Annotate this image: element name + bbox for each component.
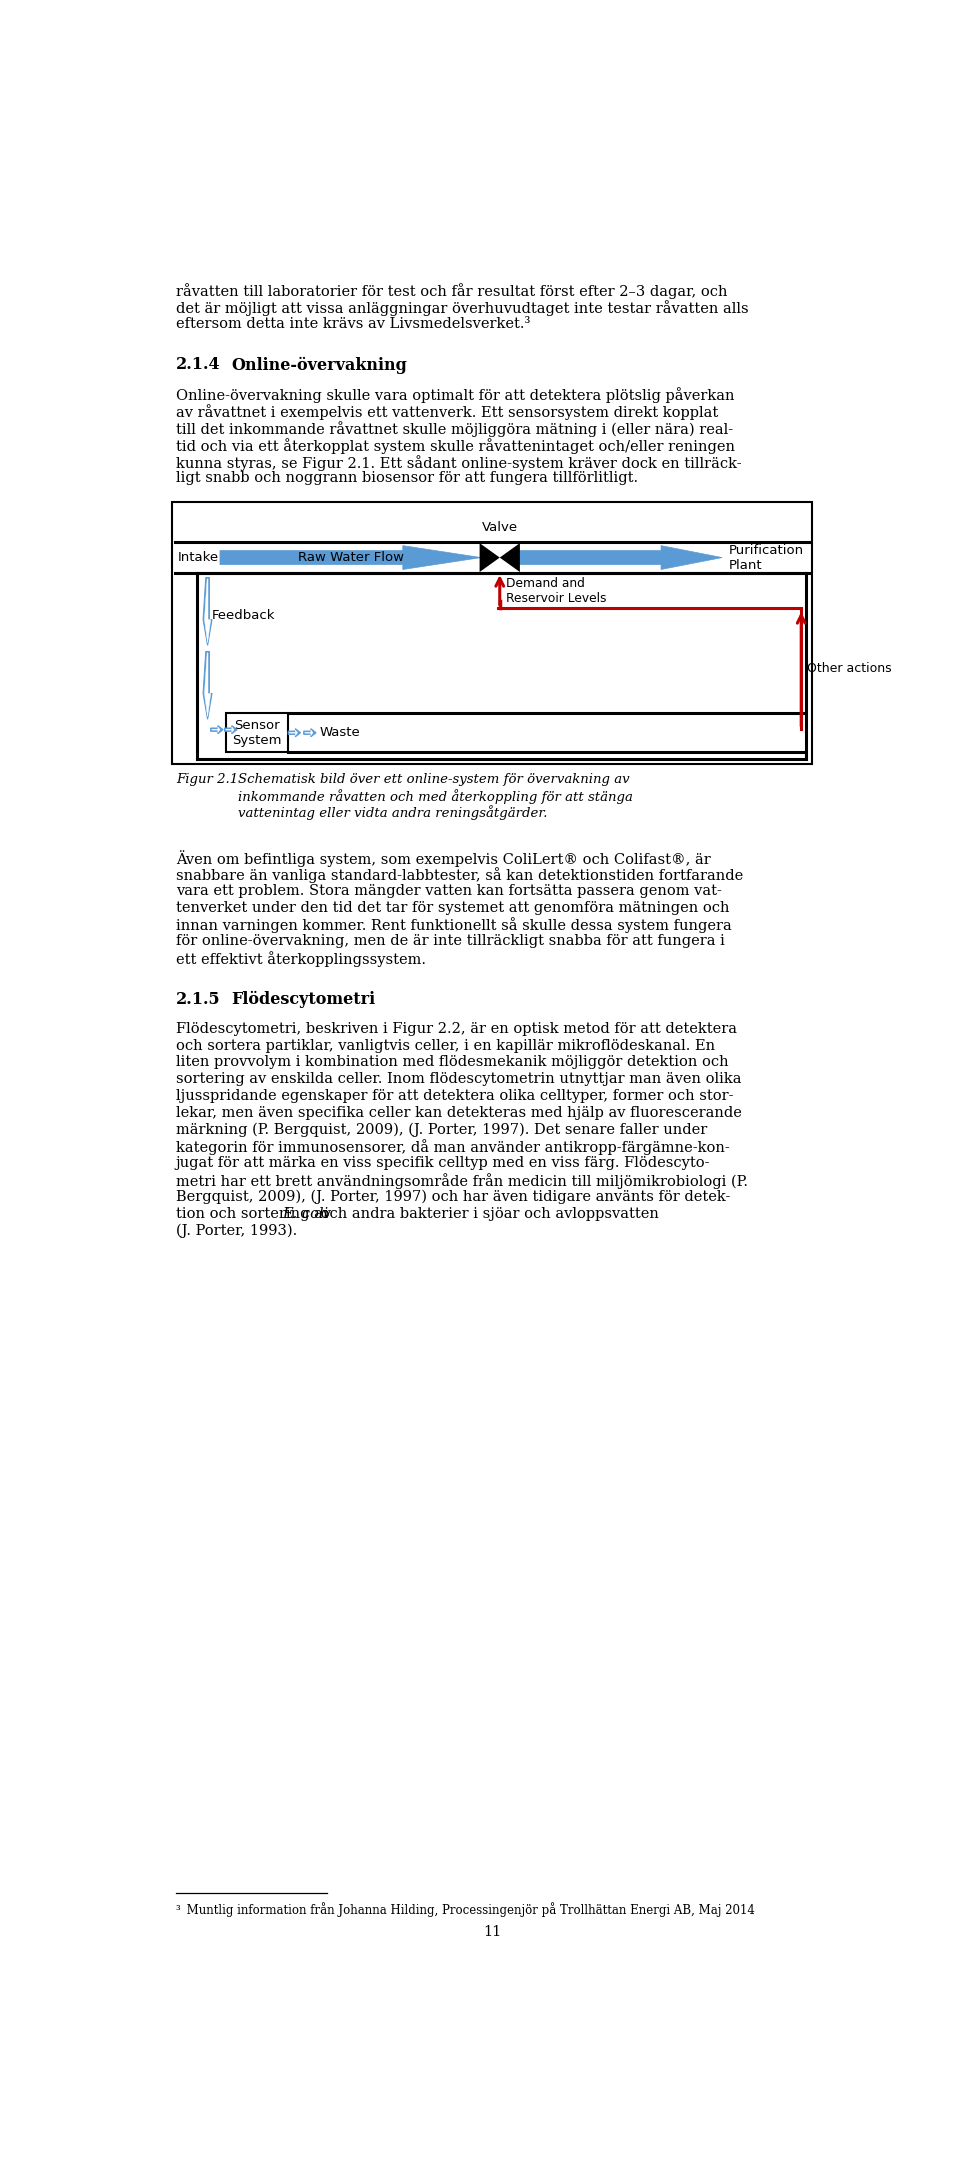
Polygon shape	[289, 730, 298, 737]
Text: Valve: Valve	[482, 521, 517, 534]
Text: tid och via ett återkopplat system skulle råvattenintaget och/eller reningen: tid och via ett återkopplat system skull…	[176, 438, 734, 453]
Text: kunna styras, se Figur 2.1. Ett sådant online-system kräver dock en tillräck-: kunna styras, se Figur 2.1. Ett sådant o…	[176, 455, 741, 471]
Text: Waste: Waste	[319, 726, 360, 739]
Text: E. coli: E. coli	[282, 1207, 328, 1220]
Text: och sortera partiklar, vanligtvis celler, i en kapillär mikroflödeskanal. En: och sortera partiklar, vanligtvis celler…	[176, 1039, 715, 1052]
Text: lekar, men även specifika celler kan detekteras med hjälp av fluorescerande: lekar, men även specifika celler kan det…	[176, 1107, 742, 1120]
Text: Även om befintliga system, som exempelvis ColiLert® och Colifast®, är: Även om befintliga system, som exempelvi…	[176, 850, 710, 867]
Polygon shape	[305, 730, 313, 737]
Text: Flödescytometri: Flödescytometri	[231, 991, 375, 1009]
Text: av råvattnet i exempelvis ett vattenverk. Ett sensorsystem direkt kopplat: av råvattnet i exempelvis ett vattenverk…	[176, 405, 718, 421]
Text: till det inkommande råvattnet skulle möjliggöra mätning i (eller nära) real-: till det inkommande råvattnet skulle möj…	[176, 421, 732, 438]
Text: det är möjligt att vissa anläggningar överhuvudtaget inte testar råvatten alls: det är möjligt att vissa anläggningar öv…	[176, 301, 749, 316]
Text: vara ett problem. Stora mängder vatten kan fortsätta passera genom vat-: vara ett problem. Stora mängder vatten k…	[176, 885, 722, 898]
Polygon shape	[225, 726, 237, 734]
Text: metri har ett brett användningsområde från medicin till miljömikrobiologi (P.: metri har ett brett användningsområde fr…	[176, 1172, 748, 1190]
Polygon shape	[204, 580, 210, 643]
Text: märkning (P. Bergquist, 2009), (J. Porter, 1997). Det senare faller under: märkning (P. Bergquist, 2009), (J. Porte…	[176, 1122, 708, 1137]
Polygon shape	[480, 543, 500, 573]
Text: Other actions: Other actions	[806, 662, 891, 675]
Text: 11: 11	[483, 1926, 501, 1939]
Text: Demand and
Reservoir Levels: Demand and Reservoir Levels	[506, 577, 607, 604]
Bar	[172, 501, 812, 765]
Text: för online-övervakning, men de är inte tillräckligt snabba för att fungera i: för online-övervakning, men de är inte t…	[176, 935, 725, 948]
Text: Purification
Plant: Purification Plant	[730, 543, 804, 571]
Polygon shape	[212, 728, 220, 732]
Text: tion och sortering av: tion och sortering av	[176, 1207, 336, 1220]
Text: 2.1.5: 2.1.5	[176, 991, 221, 1009]
Polygon shape	[303, 728, 316, 737]
Polygon shape	[204, 654, 210, 717]
Text: Raw Water Flow: Raw Water Flow	[298, 551, 403, 564]
Text: snabbare än vanliga standard-labbtester, så kan detektionstiden fortfarande: snabbare än vanliga standard-labbtester,…	[176, 867, 743, 882]
Text: (J. Porter, 1993).: (J. Porter, 1993).	[176, 1222, 297, 1238]
Text: Schematisk bild över ett online-system för övervakning av: Schematisk bild över ett online-system f…	[238, 774, 630, 787]
Text: sortering av enskilda celler. Inom flödescytometrin utnyttjar man även olika: sortering av enskilda celler. Inom flöde…	[176, 1072, 741, 1087]
Text: ³ Muntlig information från Johanna Hilding, Processingenjör på Trollhättan Energ: ³ Muntlig information från Johanna Hildi…	[176, 1902, 755, 1918]
Text: Online-övervakning skulle vara optimalt för att detektera plötslig påverkan: Online-övervakning skulle vara optimalt …	[176, 388, 734, 403]
Text: tenverket under den tid det tar för systemet att genomföra mätningen och: tenverket under den tid det tar för syst…	[176, 900, 730, 915]
Text: jugat för att märka en viss specifik celltyp med en viss färg. Flödescyto-: jugat för att märka en viss specifik cel…	[176, 1157, 710, 1170]
Text: Online-övervakning: Online-övervakning	[231, 357, 407, 373]
Polygon shape	[226, 728, 234, 732]
Text: eftersom detta inte krävs av Livsmedelsverket.³: eftersom detta inte krävs av Livsmedelsv…	[176, 316, 530, 331]
Text: 2.1.4: 2.1.4	[176, 357, 221, 373]
Polygon shape	[204, 577, 212, 645]
Bar	[227, 713, 288, 752]
Polygon shape	[500, 543, 520, 573]
Text: Intake: Intake	[179, 551, 219, 564]
Text: vattenintag eller vidta andra reningsåtgärder.: vattenintag eller vidta andra reningsåtg…	[238, 804, 547, 819]
Text: Sensor
System: Sensor System	[232, 719, 282, 747]
Text: råvatten till laboratorier för test och får resultat först efter 2–3 dagar, och: råvatten till laboratorier för test och …	[176, 283, 728, 299]
Text: och andra bakterier i sjöar och avloppsvatten: och andra bakterier i sjöar och avloppsv…	[316, 1207, 660, 1220]
Text: ljusspridande egenskaper för att detektera olika celltyper, former och stor-: ljusspridande egenskaper för att detekte…	[176, 1090, 733, 1103]
Text: ligt snabb och noggrann biosensor för att fungera tillförlitligt.: ligt snabb och noggrann biosensor för at…	[176, 471, 638, 486]
Text: kategorin för immunosensorer, då man använder antikropp-färgämne-kon-: kategorin för immunosensorer, då man anv…	[176, 1140, 730, 1155]
Text: Feedback: Feedback	[211, 608, 275, 621]
Text: Bergquist, 2009), (J. Porter, 1997) och har även tidigare använts för detek-: Bergquist, 2009), (J. Porter, 1997) och …	[176, 1190, 731, 1205]
Text: inkommande råvatten och med återkoppling för att stänga: inkommande råvatten och med återkoppling…	[238, 789, 633, 804]
Polygon shape	[210, 726, 223, 734]
Text: innan varningen kommer. Rent funktionellt så skulle dessa system fungera: innan varningen kommer. Rent funktionell…	[176, 917, 732, 933]
Polygon shape	[288, 728, 300, 737]
Text: Flödescytometri, beskriven i Figur 2.2, är en optisk metod för att detektera: Flödescytometri, beskriven i Figur 2.2, …	[176, 1022, 737, 1035]
Polygon shape	[220, 545, 481, 569]
Text: ett effektivt återkopplingssystem.: ett effektivt återkopplingssystem.	[176, 950, 426, 967]
Text: liten provvolym i kombination med flödesmekanik möjliggör detektion och: liten provvolym i kombination med flödes…	[176, 1055, 729, 1070]
Polygon shape	[518, 545, 722, 569]
Polygon shape	[204, 652, 212, 719]
Text: Figur 2.1: Figur 2.1	[176, 774, 238, 787]
